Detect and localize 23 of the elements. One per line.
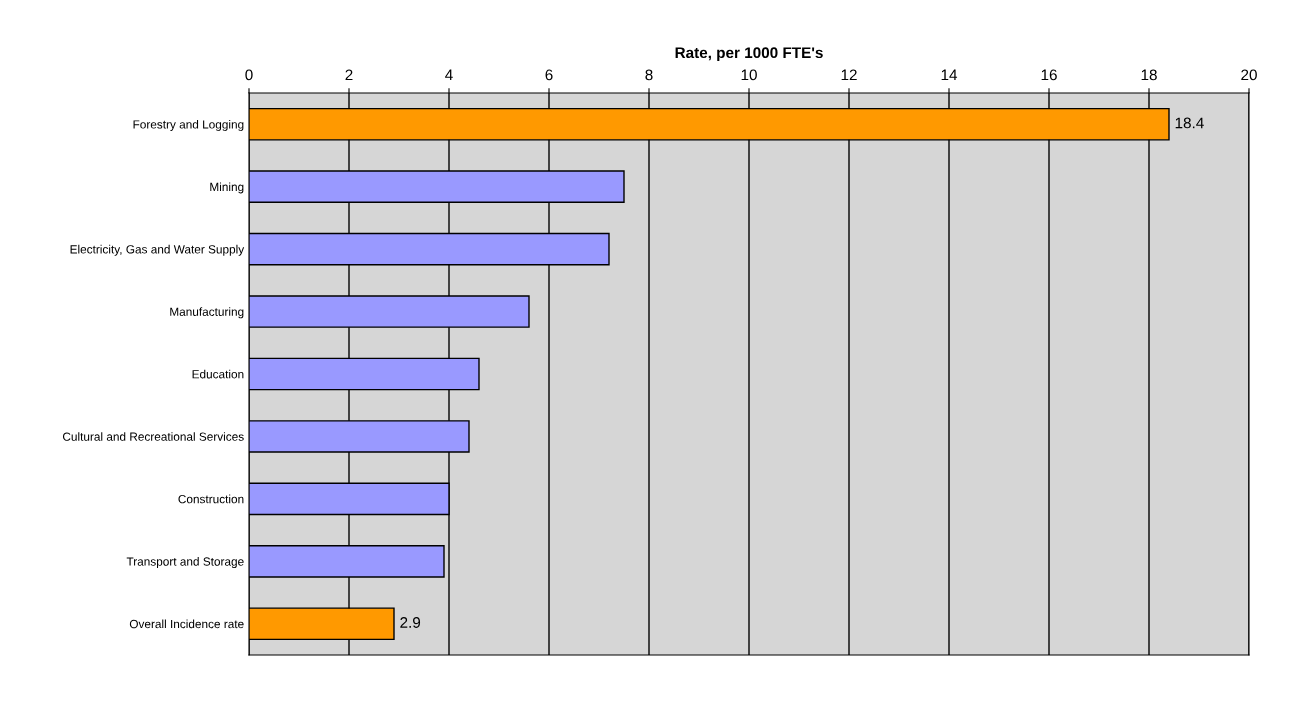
data-label: 18.4 [1175, 117, 1204, 129]
x-tick-label: 6 [545, 69, 553, 81]
y-tick-label: Transport and Storage [126, 557, 244, 569]
x-tick-label: 16 [1041, 69, 1057, 81]
x-tick-label: 20 [1241, 69, 1257, 81]
y-tick-label: Construction [178, 494, 244, 504]
y-tick-label: Electricity, Gas and Water Supply [70, 244, 245, 256]
data-label: 2.9 [400, 617, 421, 628]
y-tick-label: Forestry and Logging [133, 119, 244, 131]
y-tick-label: Education [192, 369, 244, 379]
x-tick-label: 10 [741, 69, 757, 81]
x-tick-label: 14 [941, 69, 958, 81]
x-tick-label: 18 [1141, 69, 1157, 81]
x-tick-label: 8 [645, 69, 653, 81]
x-tick-label: 2 [345, 69, 353, 81]
x-tick-label: 4 [445, 69, 453, 81]
y-tick-label: Manufacturing [170, 307, 244, 319]
x-tick-label: 12 [841, 69, 857, 81]
y-tick-label: Cultural and Recreational Services [62, 432, 244, 441]
x-tick-label: 0 [245, 69, 253, 81]
y-tick-label: Overall Incidence rate [129, 619, 244, 629]
x-axis-title: Rate, per 1000 FTE's [675, 47, 823, 62]
y-tick-label: Mining [210, 182, 244, 194]
